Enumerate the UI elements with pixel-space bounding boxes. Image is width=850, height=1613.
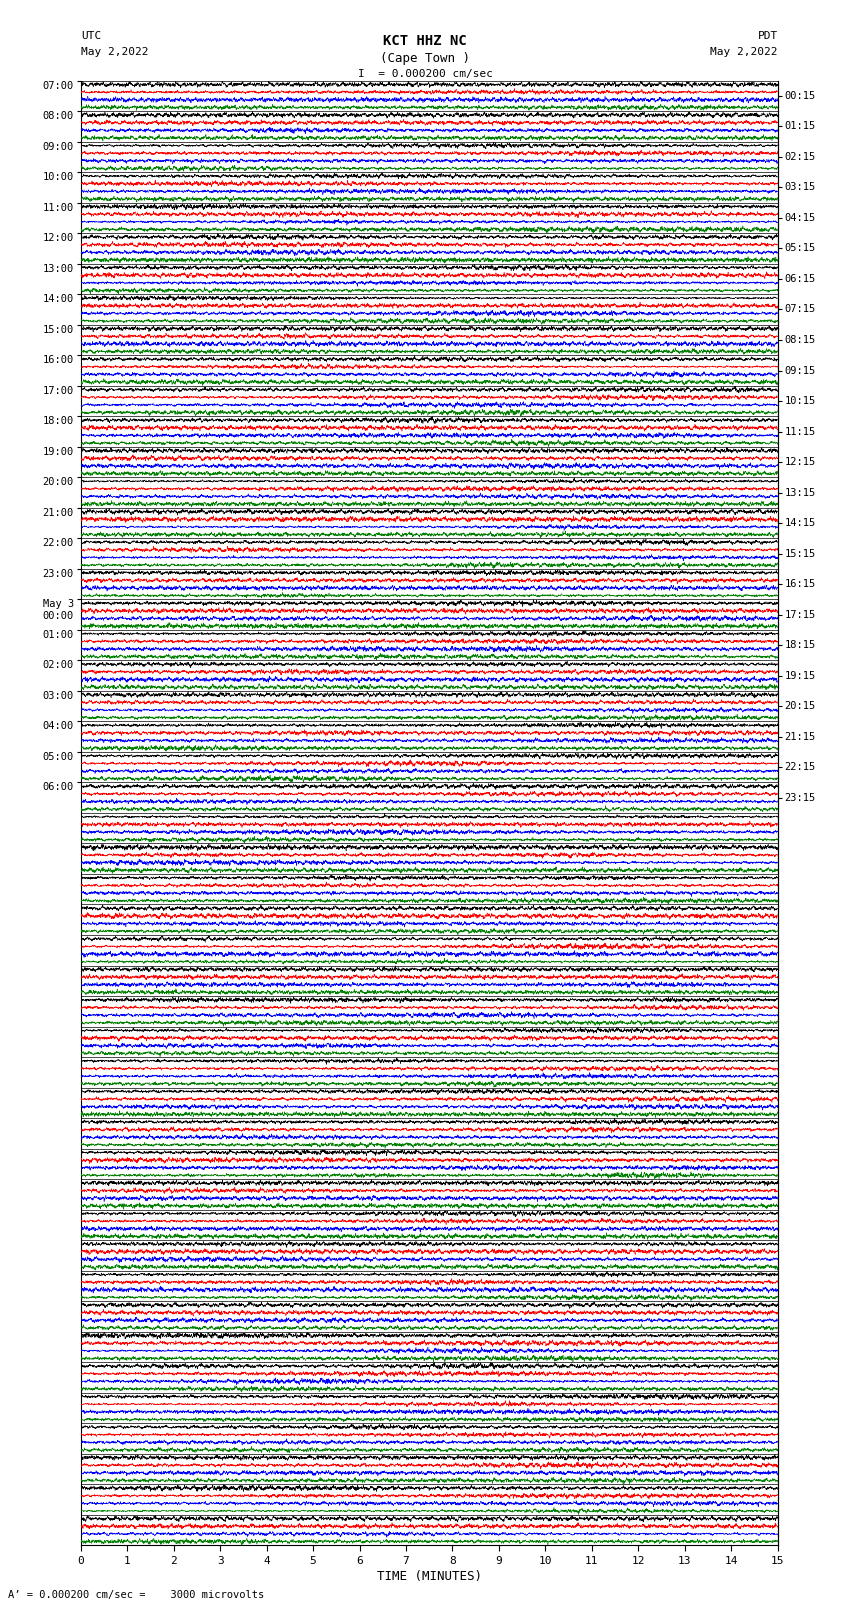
Text: UTC: UTC	[81, 31, 101, 40]
Text: A’ = 0.000200 cm/sec =    3000 microvolts: A’ = 0.000200 cm/sec = 3000 microvolts	[8, 1590, 264, 1600]
Text: May 2,2022: May 2,2022	[81, 47, 148, 56]
Text: I  = 0.000200 cm/sec: I = 0.000200 cm/sec	[358, 69, 492, 79]
X-axis label: TIME (MINUTES): TIME (MINUTES)	[377, 1569, 482, 1582]
Text: (Cape Town ): (Cape Town )	[380, 52, 470, 65]
Text: KCT HHZ NC: KCT HHZ NC	[383, 34, 467, 48]
Text: PDT: PDT	[757, 31, 778, 40]
Text: May 2,2022: May 2,2022	[711, 47, 778, 56]
